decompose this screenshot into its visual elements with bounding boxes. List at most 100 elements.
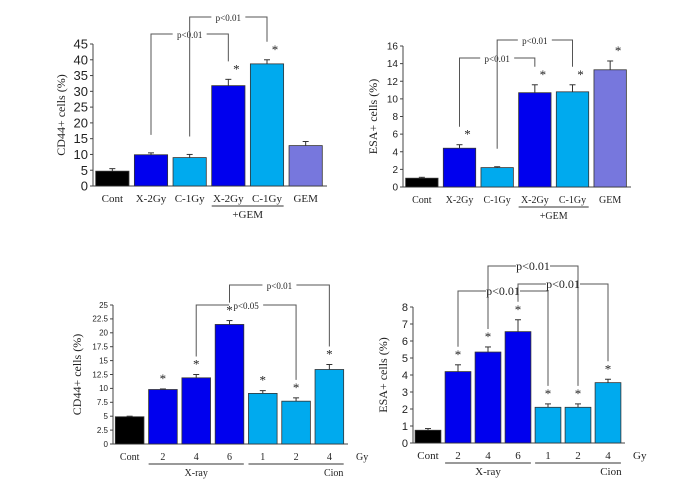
bar (148, 389, 178, 445)
y-tick-label: 8 (402, 302, 408, 314)
y-tick-label: 12 (387, 77, 399, 88)
x-tick-label: C-1Gy (559, 195, 586, 206)
x-tick-label: 6 (515, 450, 521, 462)
bar (405, 177, 439, 188)
x-tick-label: 6 (227, 452, 232, 463)
p-value-label: p<0.01 (516, 259, 550, 273)
y-axis-label: CD44+ cells (%) (70, 334, 84, 415)
significance-asterisk: * (575, 386, 582, 401)
p-value-label: p<0.01 (522, 36, 547, 46)
y-tick-label: 0 (392, 183, 398, 194)
group-label: Cion (324, 468, 343, 479)
y-tick-label: 20 (99, 329, 108, 338)
y-tick-label: 0 (104, 440, 109, 449)
y-tick-label: 7 (402, 319, 408, 331)
x-tick-label: X-2Gy (521, 195, 549, 206)
y-tick-label: 30 (74, 84, 88, 99)
significance-bracket (496, 39, 573, 149)
p-value-label: p<0.01 (267, 281, 292, 291)
y-tick-label: 14 (387, 59, 399, 70)
y-tick-label: 4 (392, 147, 398, 158)
x-tick-label: GEM (599, 195, 621, 206)
y-tick-label: 4 (402, 370, 408, 382)
bar (474, 351, 502, 444)
significance-bracket (229, 284, 330, 347)
significance-asterisk: * (260, 373, 267, 388)
bar (594, 382, 622, 444)
bar (480, 167, 514, 188)
significance-asterisk: * (577, 67, 584, 82)
x-tick-label: 1 (260, 452, 265, 463)
bar (442, 147, 477, 188)
x-tick-label: Cont (417, 450, 438, 462)
group-label: X-ray (185, 468, 208, 479)
y-tick-label: 20 (74, 115, 88, 130)
x-tick-label: Cont (120, 452, 140, 463)
significance-asterisk: * (515, 302, 522, 317)
significance-asterisk: * (193, 357, 200, 372)
y-tick-label: 35 (74, 68, 88, 83)
bar (172, 157, 207, 187)
bar (181, 377, 211, 445)
bar (564, 406, 592, 444)
significance-bracket (517, 283, 609, 362)
x-tick-label: 4 (605, 450, 611, 462)
bar (504, 331, 532, 444)
significance-bracket (150, 33, 229, 135)
bar (518, 92, 552, 188)
bar (211, 85, 246, 187)
x-tick-label: 2 (160, 452, 165, 463)
bar (133, 154, 169, 187)
significance-asterisk: * (485, 329, 492, 344)
bar (555, 91, 590, 188)
significance-asterisk: * (615, 43, 622, 58)
significance-bracket (189, 16, 268, 137)
x-tick-label: X-2Gy (136, 193, 167, 205)
y-tick-label: 2 (402, 404, 408, 416)
y-tick-label: 2.5 (97, 426, 109, 435)
bar (534, 406, 562, 444)
y-tick-label: 5 (104, 412, 109, 421)
x-tick-label: C-1Gy (484, 195, 511, 206)
bar (414, 429, 442, 444)
chart-3: 0 2.5 5 7.5 10 12.5 15 17.5 20 22.5 25 CD44+ cells … (70, 281, 368, 479)
bar (444, 371, 472, 444)
y-tick-label: 15 (74, 131, 88, 146)
bar (314, 369, 345, 445)
y-tick-label: 25 (99, 301, 108, 310)
group-label: Cion (600, 466, 622, 478)
y-tick-label: 6 (392, 130, 398, 141)
bar (248, 393, 278, 445)
x-unit-label: Gy (633, 450, 647, 462)
p-value-label: p<0.01 (486, 284, 520, 298)
significance-asterisk: * (160, 371, 167, 386)
significance-asterisk: * (545, 386, 552, 401)
x-tick-label: 4 (327, 452, 332, 463)
significance-asterisk: * (226, 303, 233, 318)
significance-bracket (457, 290, 549, 386)
x-tick-label: Cont (412, 195, 432, 206)
y-axis-label: ESA+ cells (%) (376, 337, 390, 412)
significance-bracket (459, 57, 536, 127)
x-tick-label: X-2Gy (446, 195, 474, 206)
significance-asterisk: * (455, 347, 462, 362)
significance-bracket (487, 265, 579, 386)
significance-bracket (195, 304, 297, 380)
x-tick-label: C-1Gy (252, 193, 282, 205)
y-tick-label: 5 (402, 353, 408, 365)
group-label: +GEM (540, 211, 568, 222)
y-tick-label: 0 (402, 438, 408, 450)
y-tick-label: 7.5 (97, 398, 109, 407)
y-tick-label: 8 (392, 112, 398, 123)
bar (281, 400, 311, 445)
x-tick-label: Cont (102, 193, 123, 205)
x-tick-label: 2 (455, 450, 461, 462)
y-tick-label: 6 (402, 336, 408, 348)
bar (114, 416, 145, 445)
chart-4: 0 1 2 3 4 5 6 7 8 ESA+ cells (%) Cont * 2 * 4 * 6 * 1 * 2 * 4 G… (376, 259, 647, 478)
y-tick-label: 45 (74, 37, 88, 52)
y-tick-label: 10 (387, 94, 399, 105)
chart-2: 0 2 4 6 8 10 12 14 16 ESA+ cells (%) Cont * X-2Gy C-1… (366, 36, 631, 222)
bar (288, 145, 323, 187)
